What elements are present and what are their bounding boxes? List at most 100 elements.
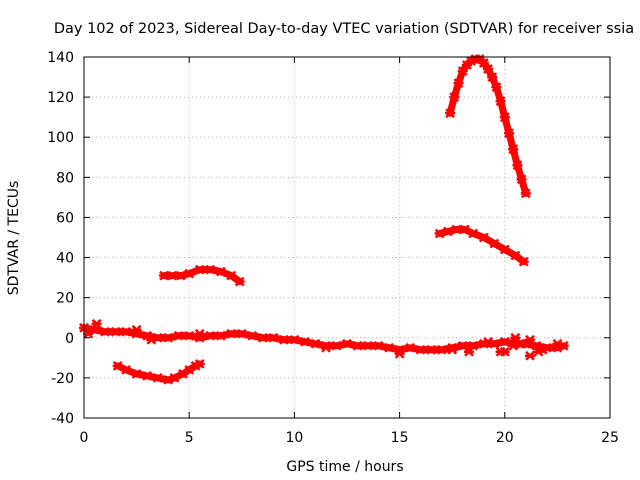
data-point bbox=[533, 346, 544, 357]
data-point bbox=[489, 238, 500, 249]
data-points bbox=[79, 54, 569, 385]
series-mid-arc bbox=[434, 224, 529, 267]
data-point bbox=[289, 334, 300, 345]
x-tick-label: 15 bbox=[391, 430, 409, 446]
data-point bbox=[495, 96, 506, 106]
data-point bbox=[457, 66, 468, 76]
data-point bbox=[516, 338, 527, 349]
data-point bbox=[443, 226, 453, 237]
data-point bbox=[167, 270, 178, 281]
y-tick-label: -40 bbox=[51, 411, 74, 427]
data-point bbox=[163, 332, 174, 343]
data-point bbox=[508, 340, 519, 351]
data-point bbox=[451, 224, 462, 235]
data-point bbox=[415, 344, 426, 355]
y-tick-label: 40 bbox=[56, 251, 74, 267]
data-point bbox=[520, 188, 531, 199]
data-point bbox=[247, 330, 258, 341]
data-point bbox=[142, 371, 153, 381]
data-point bbox=[184, 268, 195, 279]
data-point bbox=[173, 330, 184, 341]
plot-frame bbox=[83, 56, 611, 419]
data-point bbox=[146, 334, 157, 345]
data-point bbox=[205, 330, 216, 341]
series-hump bbox=[159, 264, 245, 287]
series-baseline-spread bbox=[83, 318, 563, 359]
data-point bbox=[215, 266, 226, 277]
data-point bbox=[215, 330, 226, 341]
data-point bbox=[278, 334, 289, 345]
data-point bbox=[91, 318, 102, 329]
y-tick-label: 20 bbox=[56, 291, 74, 307]
data-point bbox=[499, 244, 510, 255]
y-tick-label: 100 bbox=[47, 130, 74, 146]
data-point bbox=[518, 256, 529, 267]
y-tick-label: -20 bbox=[51, 371, 74, 387]
data-point bbox=[310, 338, 321, 349]
data-point bbox=[194, 264, 205, 275]
data-point bbox=[384, 342, 395, 353]
data-point bbox=[499, 346, 510, 357]
x-tick-label: 5 bbox=[185, 430, 194, 446]
data-point bbox=[112, 361, 123, 371]
data-point bbox=[352, 340, 363, 351]
x-tick-label: 20 bbox=[496, 430, 514, 446]
data-point bbox=[331, 340, 342, 351]
data-point bbox=[525, 334, 535, 345]
chart-title: Day 102 of 2023, Sidereal Day-to-day VTE… bbox=[54, 21, 634, 37]
data-point bbox=[525, 350, 535, 361]
data-point bbox=[226, 328, 237, 339]
data-point bbox=[159, 270, 169, 281]
x-tick-label: 25 bbox=[601, 430, 619, 446]
data-point bbox=[110, 326, 121, 337]
data-point bbox=[499, 112, 510, 123]
data-point bbox=[184, 330, 195, 341]
data-point bbox=[436, 344, 447, 355]
data-point bbox=[131, 324, 142, 335]
data-point bbox=[100, 326, 110, 337]
y-tick-label: 120 bbox=[47, 90, 74, 106]
x-axis-label: GPS time / hours bbox=[286, 459, 403, 475]
data-point bbox=[512, 160, 523, 171]
data-point bbox=[121, 365, 132, 375]
series-late-fragments bbox=[499, 338, 544, 361]
data-point bbox=[405, 342, 416, 353]
data-point bbox=[445, 108, 456, 119]
data-point bbox=[478, 232, 489, 243]
data-point bbox=[464, 346, 474, 357]
data-point bbox=[468, 340, 479, 351]
y-axis-label: SDTVAR / TECUs bbox=[6, 181, 22, 296]
y-tick-label: 60 bbox=[56, 210, 74, 226]
axis-ticks: 0 5 10 15 20 25 -40 -20 0 20 40 60 80 100 120 140 bbox=[47, 50, 619, 446]
data-point bbox=[363, 340, 373, 351]
data-point bbox=[504, 128, 514, 139]
data-point bbox=[236, 328, 247, 339]
data-point bbox=[483, 336, 493, 347]
data-point bbox=[257, 332, 268, 343]
data-point bbox=[169, 373, 180, 383]
data-point bbox=[510, 250, 521, 261]
data-point bbox=[299, 336, 310, 347]
series-peak bbox=[445, 54, 531, 199]
data-point bbox=[487, 72, 498, 82]
gridlines bbox=[84, 57, 610, 418]
data-point bbox=[226, 270, 237, 281]
data-point bbox=[447, 344, 458, 355]
data-point bbox=[499, 336, 510, 347]
series-dip bbox=[112, 359, 205, 385]
data-point bbox=[342, 338, 352, 349]
data-point bbox=[234, 276, 245, 287]
data-point bbox=[194, 328, 205, 339]
data-point bbox=[268, 332, 279, 343]
data-point bbox=[516, 174, 527, 185]
x-tick-label: 10 bbox=[285, 430, 303, 446]
data-point bbox=[83, 328, 94, 339]
y-tick-label: 140 bbox=[47, 50, 74, 66]
data-point bbox=[453, 78, 464, 88]
data-point bbox=[459, 224, 470, 235]
data-point bbox=[394, 348, 405, 359]
data-point bbox=[194, 359, 205, 369]
data-point bbox=[483, 64, 493, 74]
data-point bbox=[205, 264, 216, 275]
data-point bbox=[552, 338, 563, 349]
